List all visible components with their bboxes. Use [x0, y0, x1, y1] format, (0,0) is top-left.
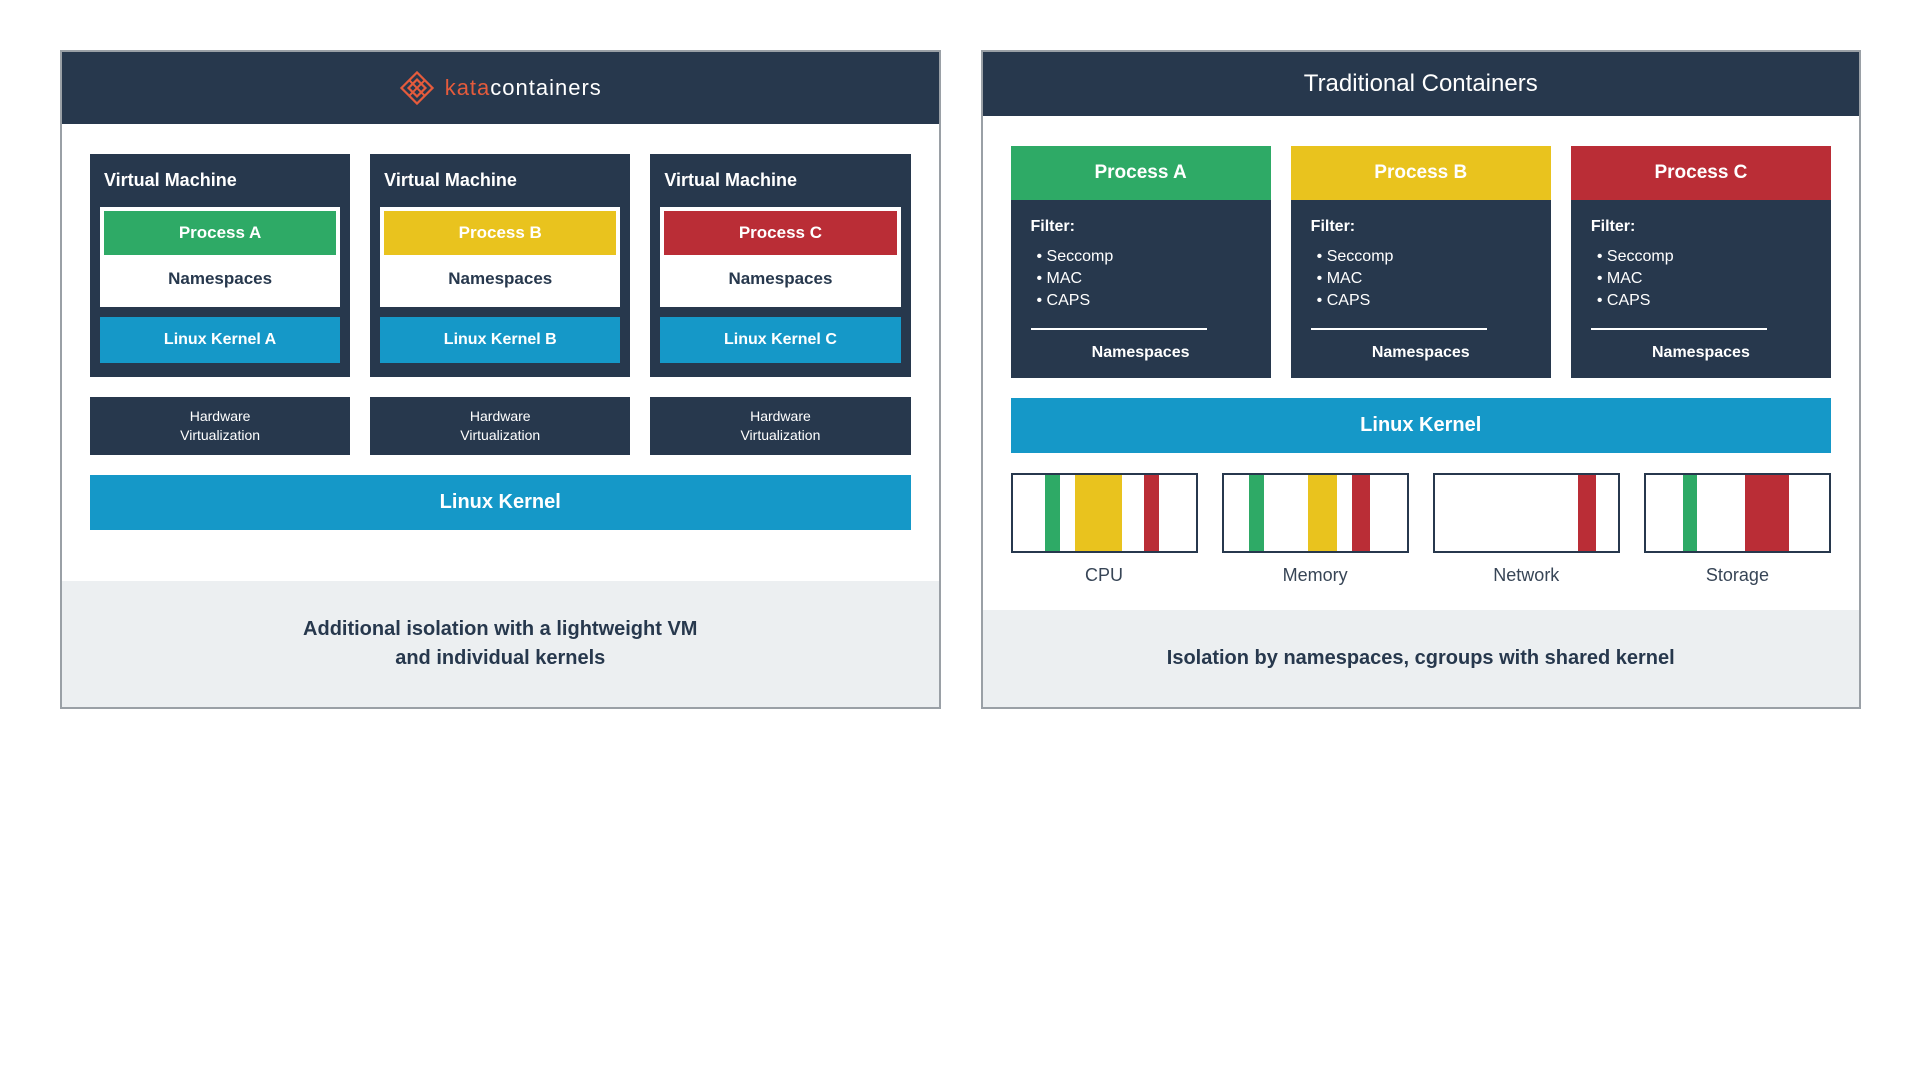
traditional-caption: Isolation by namespaces, cgroups with sh…: [983, 610, 1860, 707]
vm-box: Virtual Machine Process C Namespaces Lin…: [650, 154, 910, 377]
resource-label: Memory: [1283, 565, 1348, 586]
traditional-panel: Traditional Containers Process A Filter:…: [981, 50, 1862, 709]
filter-item: • CAPS: [1311, 290, 1531, 312]
process-label: Process A: [104, 211, 336, 255]
vm-process-block: Process C Namespaces: [660, 207, 900, 307]
resource-box: [1644, 473, 1831, 553]
resource-stripe: [1144, 475, 1159, 551]
kata-brand-containers: containers: [490, 75, 602, 100]
per-vm-kernel: Linux Kernel B: [380, 317, 620, 363]
resource-stripe: [1745, 475, 1789, 551]
resource-stripe: [1352, 475, 1370, 551]
divider: [1591, 328, 1767, 330]
namespaces-label: Namespaces: [1031, 342, 1251, 362]
process-details: Filter: • Seccomp • MAC • CAPS Namespace…: [1291, 200, 1551, 378]
filter-item: • Seccomp: [1311, 246, 1531, 268]
namespaces-label: Namespaces: [384, 255, 616, 303]
hw-virtualization: Hardware Virtualization: [650, 397, 910, 455]
filter-item: • CAPS: [1591, 290, 1811, 312]
namespaces-label: Namespaces: [664, 255, 896, 303]
resource-label: CPU: [1085, 565, 1123, 586]
resource-stripe: [1578, 475, 1596, 551]
filter-item: • Seccomp: [1591, 246, 1811, 268]
resource-stripe: [1045, 475, 1060, 551]
process-details: Filter: • Seccomp • MAC • CAPS Namespace…: [1571, 200, 1831, 378]
filter-item: • MAC: [1311, 268, 1531, 290]
resource-item: Storage: [1644, 473, 1831, 586]
kata-brand-text: katacontainers: [445, 75, 602, 101]
shared-kernel-bar: Linux Kernel: [1011, 398, 1832, 453]
filter-label: Filter:: [1591, 218, 1811, 236]
resource-label: Storage: [1706, 565, 1769, 586]
vm-title: Virtual Machine: [100, 166, 340, 197]
resource-box: [1222, 473, 1409, 553]
kata-body: Virtual Machine Process A Namespaces Lin…: [62, 124, 939, 581]
resource-item: Network: [1433, 473, 1620, 586]
traditional-body: Process A Filter: • Seccomp • MAC • CAPS…: [983, 116, 1860, 610]
resource-stripe: [1308, 475, 1337, 551]
resource-stripe: [1249, 475, 1264, 551]
divider: [1311, 328, 1487, 330]
kata-header: katacontainers: [62, 52, 939, 124]
vm-row: Virtual Machine Process A Namespaces Lin…: [90, 154, 911, 377]
vm-process-block: Process A Namespaces: [100, 207, 340, 307]
vm-process-block: Process B Namespaces: [380, 207, 620, 307]
kata-caption: Additional isolation with a lightweight …: [62, 581, 939, 707]
process-name: Process B: [1291, 146, 1551, 200]
filter-item: • MAC: [1031, 268, 1251, 290]
filter-label: Filter:: [1031, 218, 1251, 236]
hw-virtualization: Hardware Virtualization: [90, 397, 350, 455]
process-name: Process A: [1011, 146, 1271, 200]
shared-kernel-bar: Linux Kernel: [90, 475, 911, 530]
filter-item: • CAPS: [1031, 290, 1251, 312]
filter-item: • Seccomp: [1031, 246, 1251, 268]
resource-stripe: [1075, 475, 1123, 551]
vm-box: Virtual Machine Process B Namespaces Lin…: [370, 154, 630, 377]
resource-stripe: [1683, 475, 1698, 551]
divider: [1031, 328, 1207, 330]
traditional-header: Traditional Containers: [983, 52, 1860, 116]
resource-item: Memory: [1222, 473, 1409, 586]
resource-box: [1011, 473, 1198, 553]
namespaces-label: Namespaces: [1591, 342, 1811, 362]
process-details: Filter: • Seccomp • MAC • CAPS Namespace…: [1011, 200, 1271, 378]
resource-item: CPU: [1011, 473, 1198, 586]
process-column: Process B Filter: • Seccomp • MAC • CAPS…: [1291, 146, 1551, 378]
vm-title: Virtual Machine: [660, 166, 900, 197]
resource-row: CPU Memory Network Storage: [1011, 473, 1832, 586]
process-row: Process A Filter: • Seccomp • MAC • CAPS…: [1011, 146, 1832, 378]
namespaces-label: Namespaces: [104, 255, 336, 303]
hw-virtualization: Hardware Virtualization: [370, 397, 630, 455]
kata-logo-icon: [399, 70, 435, 106]
vm-box: Virtual Machine Process A Namespaces Lin…: [90, 154, 350, 377]
per-vm-kernel: Linux Kernel C: [660, 317, 900, 363]
resource-box: [1433, 473, 1620, 553]
process-column: Process C Filter: • Seccomp • MAC • CAPS…: [1571, 146, 1831, 378]
resource-label: Network: [1493, 565, 1559, 586]
vm-title: Virtual Machine: [380, 166, 620, 197]
process-label: Process B: [384, 211, 616, 255]
filter-item: • MAC: [1591, 268, 1811, 290]
process-name: Process C: [1571, 146, 1831, 200]
kata-panel: katacontainers Virtual Machine Process A…: [60, 50, 941, 709]
kata-brand-kata: kata: [445, 75, 491, 100]
hw-row: Hardware Virtualization Hardware Virtual…: [90, 397, 911, 455]
per-vm-kernel: Linux Kernel A: [100, 317, 340, 363]
process-label: Process C: [664, 211, 896, 255]
namespaces-label: Namespaces: [1311, 342, 1531, 362]
process-column: Process A Filter: • Seccomp • MAC • CAPS…: [1011, 146, 1271, 378]
filter-label: Filter:: [1311, 218, 1531, 236]
